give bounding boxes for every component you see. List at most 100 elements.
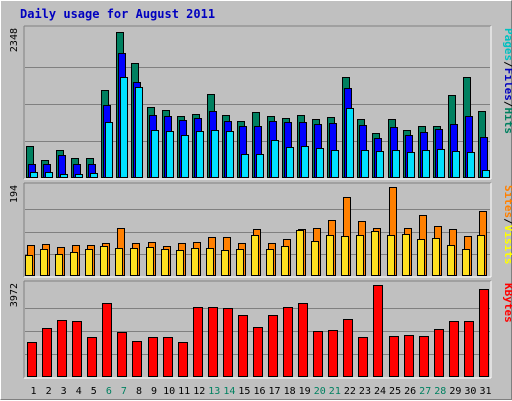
bar-sites-day-3: [55, 254, 63, 276]
bar-kbytes-day-6: [102, 303, 112, 377]
x-tick-label-day-23: 23: [359, 386, 371, 397]
x-tick-label-day-25: 25: [389, 386, 401, 397]
bar-pages-day-18: [286, 147, 294, 178]
bar-pages-day-14: [226, 131, 234, 178]
bar-kbytes-day-23: [358, 337, 368, 377]
bar-kbytes-day-17: [268, 315, 278, 377]
bar-pages-day-9: [151, 130, 159, 178]
bar-kbytes-day-27: [419, 336, 429, 377]
legend-entry: Pages: [502, 28, 512, 61]
bar-kbytes-day-1: [27, 342, 37, 377]
bar-pages-day-30: [467, 152, 475, 178]
bar-pages-day-7: [120, 77, 128, 178]
x-tick-label-day-28: 28: [434, 386, 446, 397]
bar-pages-day-20: [316, 148, 324, 178]
x-tick-label-day-30: 30: [464, 386, 476, 397]
bar-sites-day-18: [281, 246, 289, 276]
x-tick-label-day-5: 5: [91, 386, 97, 397]
bar-kbytes-day-16: [253, 327, 263, 377]
y-max-label-hits: 2348: [9, 28, 20, 52]
x-tick-label-day-29: 29: [449, 386, 461, 397]
bar-sites-day-7: [115, 248, 123, 276]
bar-sites-day-14: [221, 250, 229, 276]
bar-kbytes-day-13: [208, 307, 218, 377]
bar-pages-day-31: [482, 170, 490, 178]
bar-pages-day-11: [181, 135, 189, 178]
bar-pages-day-19: [301, 146, 309, 178]
x-tick-label-day-16: 16: [253, 386, 265, 397]
bar-kbytes-day-8: [132, 341, 142, 377]
legend-entry: KBytes: [502, 283, 512, 323]
x-tick-label-day-11: 11: [178, 386, 190, 397]
bar-pages-day-17: [271, 140, 279, 178]
bar-kbytes-day-14: [223, 308, 233, 377]
bar-kbytes-day-24: [373, 285, 383, 377]
bar-sites-day-19: [296, 230, 304, 276]
bar-kbytes-day-12: [193, 307, 203, 377]
bar-pages-day-13: [211, 130, 219, 178]
bar-pages-day-3: [60, 174, 68, 178]
bar-pages-day-22: [346, 108, 354, 178]
bar-pages-day-5: [90, 173, 98, 178]
bar-kbytes-day-5: [87, 337, 97, 377]
x-tick-label-day-14: 14: [223, 386, 235, 397]
bar-kbytes-day-7: [117, 332, 127, 377]
bar-sites-day-16: [251, 235, 259, 276]
bar-sites-day-26: [402, 234, 410, 276]
bar-sites-day-22: [341, 236, 349, 276]
x-tick-label-day-21: 21: [329, 386, 341, 397]
bar-kbytes-day-31: [479, 289, 489, 377]
bar-kbytes-day-10: [163, 337, 173, 377]
x-tick-label-day-1: 1: [31, 386, 37, 397]
bar-sites-day-11: [176, 250, 184, 276]
bar-kbytes-day-28: [434, 329, 444, 377]
bar-pages-day-24: [376, 151, 384, 178]
bar-pages-day-16: [256, 154, 264, 178]
bar-sites-day-9: [146, 247, 154, 276]
x-tick-label-day-15: 15: [238, 386, 250, 397]
bar-sites-day-1: [25, 255, 33, 276]
legend-entry: Files: [502, 68, 512, 101]
bar-pages-day-1: [30, 172, 38, 178]
bar-sites-day-10: [161, 249, 169, 276]
legend-entry: Sites: [502, 185, 512, 218]
bar-sites-day-8: [130, 248, 138, 276]
bar-pages-day-28: [437, 149, 445, 178]
bar-kbytes-day-4: [72, 321, 82, 377]
x-tick-label-day-18: 18: [284, 386, 296, 397]
x-tick-label-day-9: 9: [151, 386, 157, 397]
bar-kbytes-day-11: [178, 342, 188, 377]
bar-pages-day-25: [392, 150, 400, 178]
x-tick-label-day-8: 8: [136, 386, 142, 397]
legend-entry: Visits: [502, 225, 512, 265]
legend-entry: /: [502, 101, 512, 108]
bar-sites-day-2: [40, 249, 48, 276]
bar-sites-day-30: [462, 249, 470, 276]
bar-sites-day-6: [100, 246, 108, 276]
bar-kbytes-day-25: [389, 336, 399, 377]
bar-kbytes-day-18: [283, 307, 293, 377]
x-tick-label-day-19: 19: [299, 386, 311, 397]
bar-kbytes-day-19: [298, 303, 308, 377]
x-tick-label-day-17: 17: [269, 386, 281, 397]
bar-sites-day-27: [417, 239, 425, 276]
bar-kbytes-day-21: [328, 330, 338, 377]
x-tick-label-day-27: 27: [419, 386, 431, 397]
bar-pages-day-21: [331, 150, 339, 178]
bar-sites-day-23: [356, 235, 364, 276]
bar-kbytes-day-29: [449, 321, 459, 377]
x-tick-label-day-13: 13: [208, 386, 220, 397]
bar-kbytes-day-2: [42, 328, 52, 377]
legend-visits: Sites/Visits: [502, 185, 512, 265]
bar-pages-day-15: [241, 154, 249, 178]
bar-kbytes-day-9: [148, 337, 158, 377]
bar-pages-day-2: [45, 172, 53, 178]
bar-sites-day-15: [236, 249, 244, 276]
bar-kbytes-day-20: [313, 331, 323, 377]
x-tick-label-day-12: 12: [193, 386, 205, 397]
x-tick-label-day-10: 10: [163, 386, 175, 397]
x-tick-label-day-7: 7: [121, 386, 127, 397]
x-tick-label-day-3: 3: [61, 386, 67, 397]
